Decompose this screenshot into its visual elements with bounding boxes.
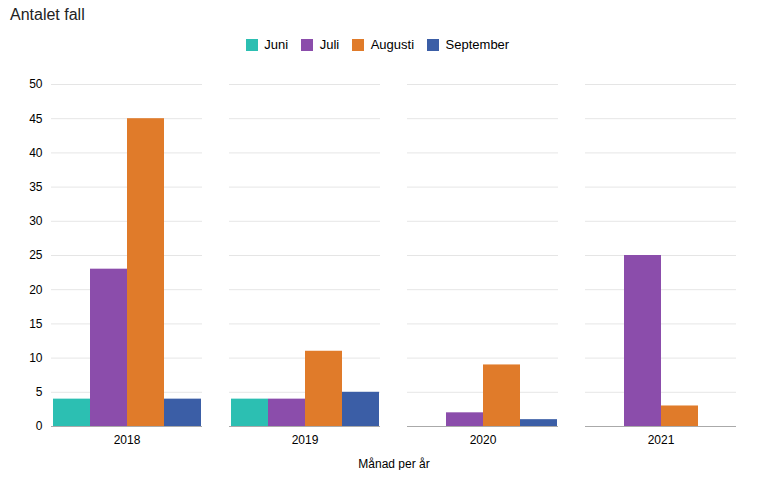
- svg-text:Månad per år: Månad per år: [358, 456, 429, 470]
- html-text:Juni: Juni: [264, 37, 289, 52]
- svg-text:2019: 2019: [292, 433, 319, 447]
- svg-text:25: 25: [29, 248, 43, 262]
- html-text:Juli: Juli: [319, 37, 340, 52]
- svg-text:50: 50: [29, 77, 43, 91]
- svg-text:2021: 2021: [648, 433, 675, 447]
- svg-text:2018: 2018: [114, 433, 141, 447]
- html-text:Augusti: Augusti: [370, 37, 415, 52]
- svg-text:2020: 2020: [470, 433, 497, 447]
- svg-text:0: 0: [36, 419, 43, 433]
- svg-text:30: 30: [29, 214, 43, 228]
- html-text:September: September: [445, 37, 510, 52]
- svg-text:15: 15: [29, 316, 43, 330]
- svg-text:5: 5: [36, 385, 43, 399]
- svg-text:35: 35: [29, 179, 43, 193]
- svg-text:10: 10: [29, 350, 43, 364]
- svg-text:20: 20: [29, 282, 43, 296]
- svg-text:40: 40: [29, 145, 43, 159]
- svg-text:45: 45: [29, 111, 43, 125]
- html-text:Antalet fall: Antalet fall: [10, 6, 85, 23]
